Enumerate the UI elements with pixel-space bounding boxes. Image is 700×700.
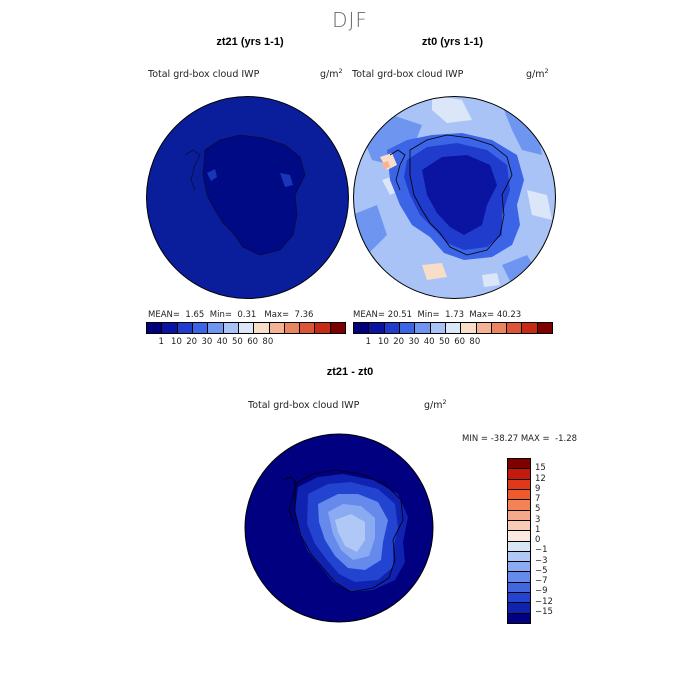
colorbar-swatch <box>476 323 492 333</box>
map-left <box>146 96 349 299</box>
diff-units-label: g/m2 <box>424 398 447 412</box>
variable-label-right: Total grd-box cloud IWP <box>352 69 464 80</box>
colorbar-tick-label: 1 <box>365 337 371 347</box>
diff-colorbar-label: 7 <box>535 494 541 504</box>
season-title: DJF <box>332 8 368 32</box>
diff-colorbar-swatch <box>508 582 530 594</box>
colorbar-left <box>146 322 346 334</box>
diff-colorbar-label: 1 <box>535 524 541 535</box>
colorbar-swatch <box>384 323 400 333</box>
colorbar-swatch <box>491 323 508 333</box>
colorbar-tick-label: 30 <box>408 337 420 347</box>
units-label-right: g/m2 <box>526 67 549 81</box>
map-difference <box>244 433 434 623</box>
colorbar-swatch <box>354 323 370 333</box>
colorbar-tick-label: 50 <box>231 337 243 347</box>
diff-colorbar-label: −7 <box>535 576 548 586</box>
diff-colorbar-label: 0 <box>535 535 541 545</box>
colorbar-swatch <box>369 323 385 333</box>
diff-colorbar-swatch <box>508 479 530 490</box>
colorbar-swatch <box>208 323 224 333</box>
colorbar-swatch <box>162 323 178 333</box>
map-right <box>353 96 556 299</box>
diff-colorbar-swatch <box>508 551 530 563</box>
colorbar-swatch <box>507 323 523 333</box>
colorbar-swatch <box>430 323 446 333</box>
colorbar-swatch <box>238 323 255 333</box>
diff-colorbar-swatch <box>508 469 530 480</box>
diff-colorbar-swatch <box>508 541 530 552</box>
diff-colorbar-swatch <box>508 489 530 501</box>
colorbar-tick-label: 80 <box>262 337 274 347</box>
colorbar-swatch <box>445 323 462 333</box>
diff-colorbar-swatch <box>508 562 530 573</box>
colorbar-tick-label: 40 <box>216 337 228 347</box>
colorbar-right <box>353 322 553 334</box>
diff-colorbar-swatch <box>508 520 530 532</box>
diff-variable-label: Total grd-box cloud IWP <box>248 400 360 411</box>
stats-left: MEAN= 1.65 Min= 0.31 Max= 7.36 <box>148 310 314 320</box>
diff-colorbar-swatch <box>508 459 530 470</box>
colorbar-tick-label: 10 <box>378 337 389 347</box>
colorbar-swatch <box>461 323 477 333</box>
panel-title-left: zt21 (yrs 1-1) <box>216 36 284 48</box>
diff-colorbar-swatch <box>508 510 530 521</box>
colorbar-tick-label: 30 <box>201 337 213 347</box>
diff-panel-title: zt21 - zt0 <box>326 366 374 378</box>
diff-colorbar-label: 15 <box>535 463 546 474</box>
colorbar-ticks-left: 1 10 20 30 40 50 60 80 <box>146 337 344 349</box>
colorbar-swatch <box>415 323 431 333</box>
colorbar-swatch <box>522 323 538 333</box>
colorbar-tick-label: 60 <box>454 337 466 347</box>
colorbar-swatch <box>330 323 346 333</box>
diff-colorbar-swatch <box>508 500 530 511</box>
diff-colorbar-swatch <box>508 613 530 623</box>
diff-colorbar-label: 9 <box>535 483 541 494</box>
colorbar-ticks-right: 1 10 20 30 40 50 60 80 <box>353 337 551 349</box>
stats-right: MEAN= 20.51 Min= 1.73 Max= 40.23 <box>353 310 522 320</box>
colorbar-tick-label: 60 <box>247 337 259 347</box>
diff-colorbar-label: 3 <box>535 514 541 525</box>
colorbar-tick-label: 10 <box>171 337 182 347</box>
colorbar-tick-label: 1 <box>158 337 164 347</box>
diff-colorbar-label: −12 <box>535 596 553 607</box>
colorbar-swatch <box>223 323 239 333</box>
diff-colorbar-swatch <box>508 603 530 614</box>
diff-stats: MIN = -38.27 MAX = -1.28 <box>462 434 578 444</box>
diff-colorbar <box>507 458 531 624</box>
colorbar-swatch <box>147 323 163 333</box>
diff-colorbar-swatch <box>508 531 530 542</box>
colorbar-tick-label: 50 <box>438 337 450 347</box>
colorbar-swatch <box>254 323 270 333</box>
colorbar-swatch <box>537 323 553 333</box>
colorbar-swatch <box>269 323 285 333</box>
colorbar-swatch <box>192 323 209 333</box>
diff-colorbar-labels: 15 12 9 7 5 3 1 0 −1 −3 −5 −7 −9 −12 −15 <box>535 458 575 622</box>
diff-colorbar-label: −1 <box>535 545 548 556</box>
colorbar-swatch <box>399 323 416 333</box>
colorbar-swatch <box>300 323 316 333</box>
units-label-left: g/m2 <box>320 67 343 81</box>
colorbar-tick-label: 20 <box>186 337 198 347</box>
diff-colorbar-label: −3 <box>535 555 548 566</box>
diff-colorbar-label: −15 <box>535 606 553 617</box>
diff-colorbar-label: 12 <box>535 473 546 484</box>
diff-colorbar-label: −9 <box>535 586 548 597</box>
colorbar-tick-label: 80 <box>469 337 481 347</box>
colorbar-swatch <box>177 323 193 333</box>
colorbar-swatch <box>284 323 301 333</box>
diff-colorbar-swatch <box>508 593 530 604</box>
diff-colorbar-label: 5 <box>535 504 541 515</box>
colorbar-tick-label: 20 <box>393 337 405 347</box>
diff-colorbar-swatch <box>508 572 530 583</box>
diff-colorbar-label: −5 <box>535 565 548 576</box>
colorbar-swatch <box>315 323 331 333</box>
colorbar-tick-label: 40 <box>423 337 435 347</box>
panel-title-right: zt0 (yrs 1-1) <box>421 36 484 48</box>
variable-label-left: Total grd-box cloud IWP <box>148 69 260 80</box>
